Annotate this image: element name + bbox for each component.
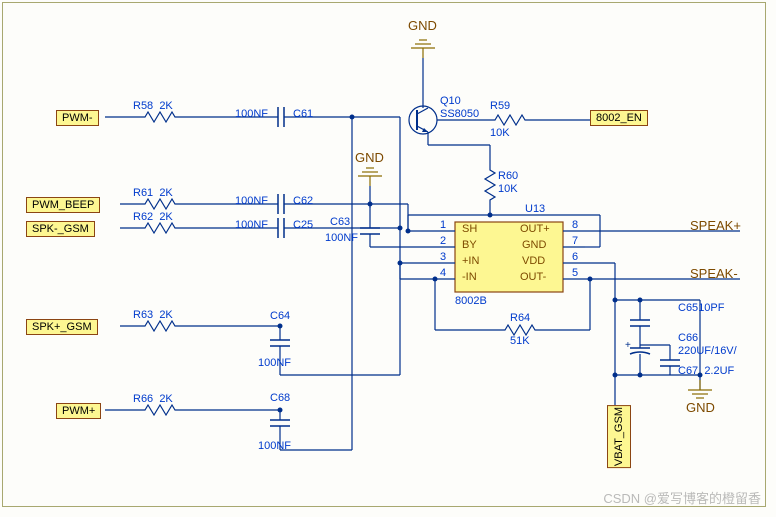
r61-label: R61 2K (133, 187, 173, 199)
r58-label: R58 2K (133, 100, 173, 112)
pin2-name: BY (462, 239, 477, 251)
r62-label: R62 2K (133, 211, 173, 223)
gnd-symbol-mid (358, 168, 382, 186)
port-spk-plus: SPK+_GSM (26, 319, 98, 335)
q10-ref: Q10 (440, 95, 461, 107)
pin1-name: SH (462, 223, 477, 235)
pin4-num: 4 (440, 267, 446, 279)
c61-ref: C61 (293, 108, 313, 120)
pin5-name: OUT- (520, 271, 546, 283)
r59-ref: R59 (490, 100, 510, 112)
c68-val: 100NF (258, 440, 291, 452)
c61-val: 100NF (235, 108, 268, 120)
pin6-num: 6 (572, 251, 578, 263)
c62-val: 100NF (235, 195, 268, 207)
ic-ref: U13 (525, 203, 545, 215)
port-pwm-plus: PWM+ (56, 403, 101, 419)
pin2-num: 2 (440, 235, 446, 247)
r64-val: 51K (510, 335, 530, 347)
speak-plus: SPEAK+ (690, 218, 741, 233)
pin3-name: +IN (462, 255, 479, 267)
c66-ref: C66 (678, 332, 698, 344)
gnd-symbol-right (688, 380, 712, 398)
c63-val: 100NF (325, 232, 358, 244)
gnd-right-text: GND (686, 400, 715, 415)
q10-val: SS8050 (440, 108, 479, 120)
port-pwm-beep: PWM_BEEP (26, 197, 100, 213)
watermark: CSDN @爱写博客的橙留香 (603, 488, 761, 507)
vbat-gsm-port: VBAT_GSM (607, 405, 631, 468)
speak-minus: SPEAK- (690, 266, 738, 281)
r63-label: R63 2K (133, 309, 173, 321)
r60-ref: R60 (498, 170, 518, 182)
svg-text:+: + (625, 340, 631, 351)
c62-ref: C62 (293, 195, 313, 207)
schematic-canvas: + (0, 0, 776, 517)
c66-val: 220UF/16V/ (678, 345, 737, 357)
port-pwm-minus: PWM- (56, 110, 99, 126)
pin7-num: 7 (572, 235, 578, 247)
c25-ref: C25 (293, 219, 313, 231)
c25-val: 100NF (235, 219, 268, 231)
gnd-symbol-top (411, 40, 435, 58)
r64-ref: R64 (510, 312, 530, 324)
pin4-name: -IN (462, 271, 477, 283)
c68-ref: C68 (270, 392, 290, 404)
c63-ref: C63 (330, 216, 350, 228)
r59-val: 10K (490, 127, 510, 139)
pin8-num: 8 (572, 219, 578, 231)
pin3-num: 3 (440, 251, 446, 263)
gnd-top-text: GND (408, 18, 437, 33)
pin6-name: VDD (522, 255, 545, 267)
c64-ref: C64 (270, 310, 290, 322)
pin1-num: 1 (440, 219, 446, 231)
ic-part: 8002B (455, 295, 487, 307)
port-spk-minus: SPK-_GSM (26, 221, 95, 237)
pin5-num: 5 (572, 267, 578, 279)
c67-label: C67 2.2UF (678, 365, 734, 377)
port-8002-en: 8002_EN (590, 110, 648, 126)
r60-val: 10K (498, 183, 518, 195)
gnd-mid-text: GND (355, 150, 384, 165)
c64-val: 100NF (258, 357, 291, 369)
pin8-name: OUT+ (520, 223, 550, 235)
r66-label: R66 2K (133, 393, 173, 405)
pin7-name: GND (522, 239, 546, 251)
c65-label: C6510PF (678, 302, 724, 314)
